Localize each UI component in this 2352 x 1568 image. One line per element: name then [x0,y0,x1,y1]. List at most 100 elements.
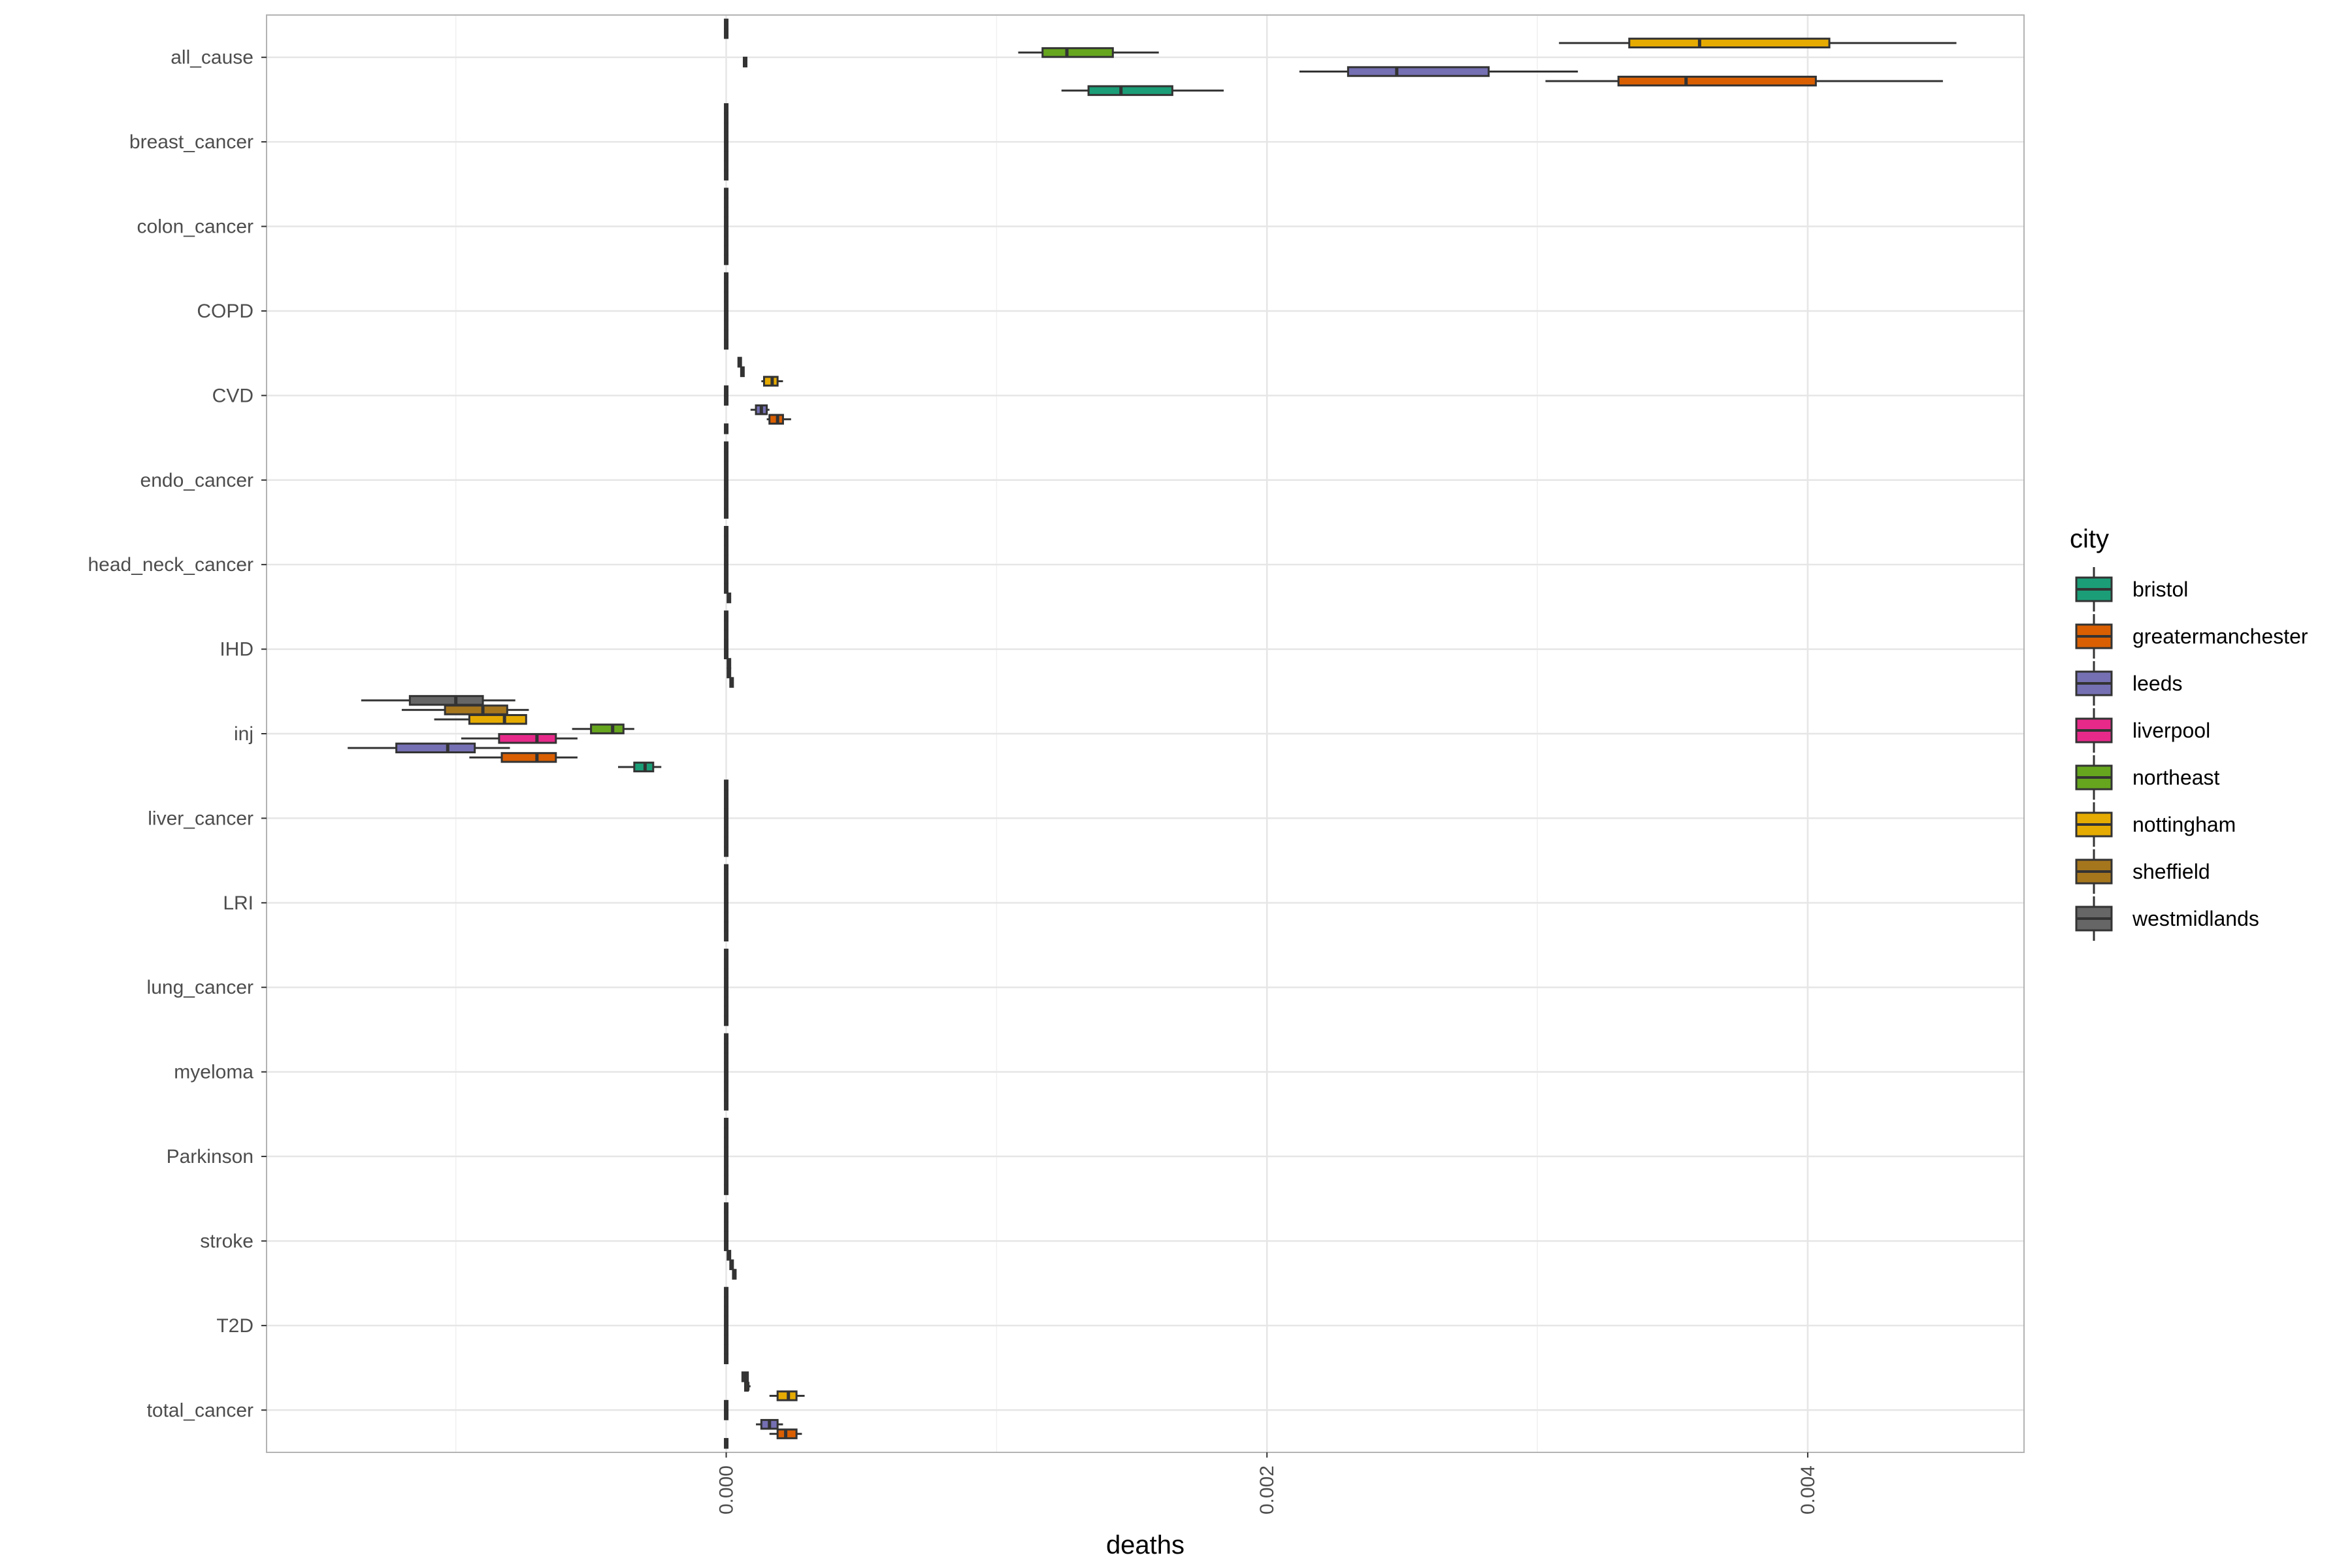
legend-item-sheffield: sheffield [2075,849,2210,894]
box-westmidlands-inj [361,694,515,706]
box-nottingham-myeloma [724,1052,729,1064]
box-leeds-Parkinson [724,1165,729,1177]
box-westmidlands-all_cause [724,18,729,29]
legend-items: bristol greatermanchester leeds liverpool no… [2075,567,2308,941]
box-iqr [500,752,557,763]
box-sheffield-COPD [724,282,729,293]
box-liverpool-T2D [724,1324,729,1336]
box-sheffield-endo_cancer [724,451,729,462]
box-nottingham-endo_cancer [724,460,729,472]
y-tick-label: inj [234,723,253,745]
box-liverpool-myeloma [724,1071,729,1083]
box-greatermanchester-IHD [727,667,732,679]
y-tick-label: T2D [216,1315,253,1337]
box-greatermanchester-endo_cancer [724,498,729,510]
box-bristol-head_neck_cancer [727,592,732,604]
box-westmidlands-Parkinson [724,1117,729,1129]
x-axis-ticks: 0.000 0.002 0.004 [716,1452,1819,1514]
box-nottingham-head_neck_cancer [724,545,729,556]
box-liverpool-CVD [724,395,729,406]
box-nottingham-breast_cancer [724,122,729,133]
box-sheffield-LRI [724,874,729,885]
box-nottingham-LRI [724,883,729,894]
box-greatermanchester-total_cancer [769,1428,802,1439]
box-iqr [444,704,508,715]
box-iqr [590,723,625,734]
box-leeds-breast_cancer [724,150,729,162]
y-tick-label: myeloma [174,1062,253,1083]
legend-item-bristol: bristol [2075,567,2188,612]
box-nottingham-all_cause [1559,37,1957,49]
box-bristol-colon_cancer [724,254,729,265]
y-tick-label: CVD [212,385,253,406]
y-tick-label: all_cause [171,47,253,69]
x-tick-label: 0.002 [1256,1465,1278,1514]
box-liverpool-inj [461,733,578,744]
box-westmidlands-breast_cancer [724,103,729,114]
legend-label: sheffield [2132,860,2210,883]
box-bristol-Parkinson [724,1184,729,1196]
box-iqr [498,733,557,744]
y-tick-label: lung_cancer [147,977,253,998]
box-leeds-all_cause [1299,66,1578,77]
box-sheffield-lung_cancer [724,958,729,970]
box-westmidlands-myeloma [724,1033,729,1044]
box-liverpool-stroke [724,1240,729,1251]
box-iqr [395,742,476,754]
box-northeast-all_cause [1018,47,1159,58]
box-northeast-endo_cancer [724,470,729,481]
box-nottingham-inj [434,713,527,725]
box-northeast-lung_cancer [724,977,729,988]
box-iqr [408,694,484,706]
box-northeast-T2D [724,1315,729,1326]
box-iqr [1087,85,1173,96]
box-sheffield-breast_cancer [724,112,729,123]
y-axis-ticks: total_cancer T2D stroke Parkinson myeloma lun… [88,47,267,1421]
box-northeast-inj [572,723,634,734]
x-axis-title: deaths [1106,1531,1184,1560]
x-tick-label: 0.004 [1797,1465,1819,1514]
box-northeast-CVD [724,385,729,397]
box-iqr [1347,66,1490,77]
box-northeast-Parkinson [724,1146,729,1157]
box-leeds-myeloma [724,1081,729,1092]
legend-item-leeds: leeds [2075,661,2183,706]
box-nottingham-T2D [724,1305,729,1317]
box-leeds-IHD [727,658,732,669]
x-tick-label: 0.000 [716,1465,738,1514]
box-liverpool-all_cause [743,56,748,68]
box-greatermanchester-head_neck_cancer [724,583,729,594]
box-westmidlands-IHD [724,610,729,621]
box-leeds-total_cancer [756,1418,783,1430]
y-tick-label: colon_cancer [137,216,253,238]
legend-label: westmidlands [2132,907,2259,930]
box-northeast-head_neck_cancer [724,554,729,566]
box-northeast-liver_cancer [724,808,729,819]
box-liverpool-head_neck_cancer [724,564,729,575]
box-sheffield-CVD [740,366,745,378]
box-northeast-COPD [724,301,729,312]
box-sheffield-T2D [724,1296,729,1307]
y-tick-label: COPD [197,301,253,322]
box-bristol-all_cause [1061,85,1224,96]
box-westmidlands-total_cancer [741,1371,749,1382]
y-tick-label: LRI [223,892,253,914]
box-nottingham-lung_cancer [724,968,729,979]
y-tick-label: IHD [220,639,253,661]
box-leeds-inj [348,742,510,754]
box-liverpool-breast_cancer [724,141,729,152]
y-tick-label: liver_cancer [148,808,253,829]
legend-item-northeast: northeast [2075,755,2220,800]
box-iqr [1041,47,1114,58]
box-leeds-colon_cancer [724,235,729,246]
box-westmidlands-endo_cancer [724,441,729,453]
box-northeast-colon_cancer [724,216,729,227]
box-nottingham-liver_cancer [724,798,729,809]
box-northeast-IHD [724,639,729,650]
y-tick-label: total_cancer [147,1399,253,1421]
box-liverpool-COPD [724,310,729,321]
box-nottingham-IHD [724,629,729,640]
box-westmidlands-CVD [737,357,742,368]
box-northeast-myeloma [724,1062,729,1073]
